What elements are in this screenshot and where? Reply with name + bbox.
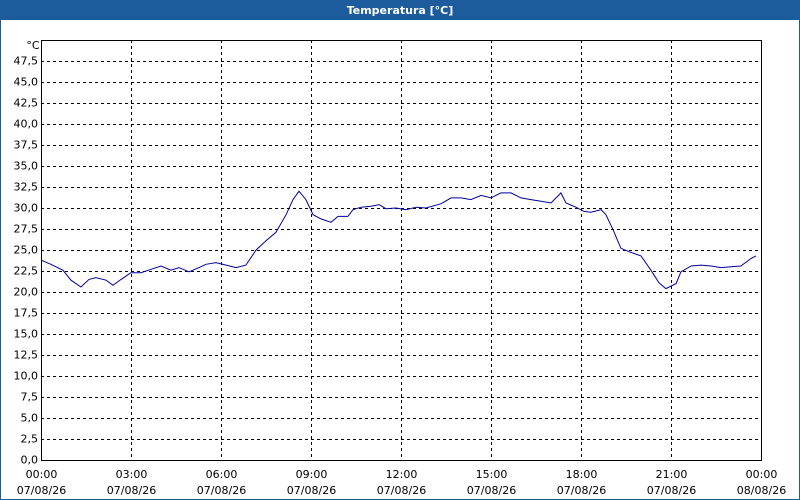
x-tick-label: 12:00 — [386, 468, 418, 481]
x-tick-date: 07/08/26 — [557, 484, 606, 497]
y-tick-label: 5,0 — [21, 412, 39, 425]
x-tick-label: 00:00 — [746, 468, 778, 481]
y-tick-label: 37,5 — [14, 139, 39, 152]
x-tick-label: 15:00 — [476, 468, 508, 481]
x-tick-label: 06:00 — [206, 468, 238, 481]
y-tick-label: 45,0 — [14, 76, 39, 89]
x-tick-label: 09:00 — [296, 468, 328, 481]
x-tick-date: 07/08/26 — [647, 484, 696, 497]
y-tick-label: 2,5 — [21, 433, 39, 446]
y-tick-label: 30,0 — [14, 202, 39, 215]
y-tick-label: 0,0 — [21, 454, 39, 467]
x-tick-label: 00:00 — [26, 468, 58, 481]
y-tick-label: 32,5 — [14, 181, 39, 194]
y-tick-label: 25,0 — [14, 244, 39, 257]
y-tick-label: 7,5 — [21, 391, 39, 404]
x-tick-label: 21:00 — [656, 468, 688, 481]
chart: °C 0,0 2,5 5,0 7,5 10,0 12,5 15,0 17,5 20,0 22,5 2… — [14, 39, 787, 497]
y-tick-label: 35,0 — [14, 160, 39, 173]
plot-frame — [41, 40, 762, 461]
y-tick-label: 27,5 — [14, 223, 39, 236]
x-tick-date: 07/08/26 — [377, 484, 426, 497]
y-tick-label: 15,0 — [14, 328, 39, 341]
x-tick-date: 08/08/26 — [737, 484, 786, 497]
x-tick-date: 07/08/26 — [287, 484, 336, 497]
x-tick-label: 18:00 — [566, 468, 598, 481]
y-tick-label: 22,5 — [14, 265, 39, 278]
y-unit: °C — [26, 39, 40, 52]
x-tick-date: 07/08/26 — [467, 484, 516, 497]
y-tick-label: 47,5 — [14, 55, 39, 68]
x-tick-date: 07/08/26 — [17, 484, 66, 497]
x-tick-date: 07/08/26 — [107, 484, 156, 497]
y-tick-label: 42,5 — [14, 97, 39, 110]
temperature-line — [40, 190, 757, 290]
y-tick-label: 12,5 — [14, 349, 39, 362]
y-tick-label: 17,5 — [14, 307, 39, 320]
x-tick-date: 07/08/26 — [197, 484, 246, 497]
x-tick-label: 03:00 — [116, 468, 148, 481]
y-tick-label: 20,0 — [14, 286, 39, 299]
y-tick-label: 10,0 — [14, 370, 39, 383]
y-tick-label: 40,0 — [14, 118, 39, 131]
title-bar: Temperatura [°C] — [1, 0, 799, 20]
